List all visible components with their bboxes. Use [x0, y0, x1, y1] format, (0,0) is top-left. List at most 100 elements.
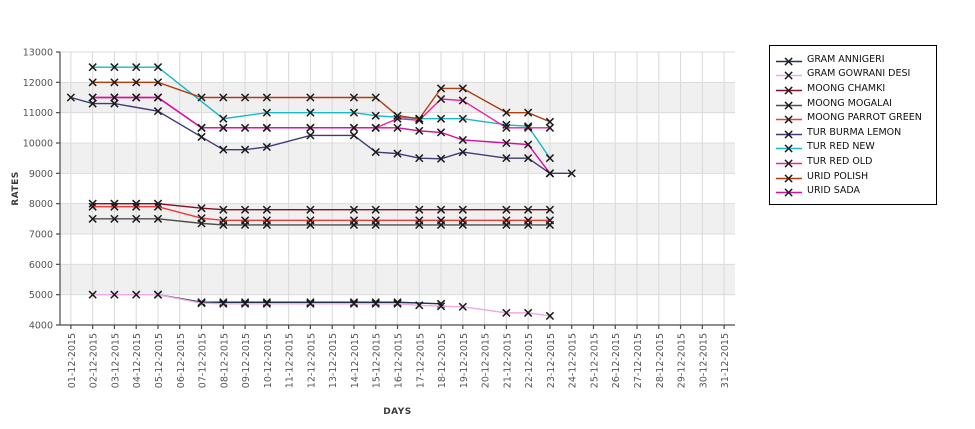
legend-item-moong-mogalai[interactable]: MOONG MOGALAI	[776, 96, 928, 111]
data-point-marker	[197, 132, 206, 142]
x-tick-label: 20-12-2015	[481, 333, 492, 388]
legend-swatch-icon	[776, 97, 802, 110]
x-tick-label: 27-12-2015	[633, 333, 644, 388]
data-point-marker	[306, 123, 315, 132]
legend-item-gram-gowrani-desi[interactable]: GRAM GOWRANI DESI	[776, 67, 928, 82]
x-tick-label: 23-12-2015	[546, 333, 557, 388]
series-moong-chamki	[88, 199, 555, 214]
legend-item-tur-burma-lemon[interactable]: TUR BURMA LEMON	[776, 125, 928, 140]
data-point-marker	[524, 205, 533, 214]
y-tick-label: 8000	[29, 199, 53, 210]
x-tick-label: 19-12-2015	[459, 333, 470, 388]
legend-swatch-icon	[776, 111, 802, 124]
legend-item-tur-red-new[interactable]: TUR RED NEW	[776, 140, 928, 155]
legend-item-label: MOONG CHAMKI	[807, 82, 886, 94]
data-point-marker	[153, 63, 163, 72]
data-point-marker	[436, 302, 446, 311]
data-point-marker	[219, 145, 228, 154]
data-point-marker	[219, 299, 228, 308]
data-point-marker	[458, 302, 467, 311]
data-point-marker	[371, 205, 380, 214]
legend-item-urid-polish[interactable]: URID POLISH	[776, 169, 928, 184]
data-point-marker	[88, 93, 97, 102]
data-point-marker	[502, 138, 511, 148]
data-point-marker	[110, 78, 119, 87]
data-point-marker	[502, 205, 511, 214]
legend-item-label: URID SADA	[807, 185, 861, 197]
data-point-marker	[132, 214, 141, 223]
legend-swatch-icon	[776, 67, 802, 81]
data-point-marker	[436, 216, 446, 225]
series-tur-burma-lemon	[66, 93, 576, 178]
data-point-marker	[393, 299, 402, 308]
series-moong-parrot-green	[88, 202, 555, 225]
data-point-marker	[415, 216, 424, 225]
data-point-marker	[66, 93, 76, 102]
data-point-marker	[110, 99, 119, 108]
y-tick-label: 13000	[23, 48, 53, 59]
data-point-marker	[88, 202, 97, 211]
data-point-marker	[197, 299, 206, 308]
data-point-marker	[502, 308, 511, 317]
data-point-marker	[524, 216, 533, 225]
x-tick-label: 04-12-2015	[132, 333, 143, 388]
data-point-marker	[393, 123, 402, 132]
data-point-marker	[262, 93, 271, 102]
legend-swatch-icon	[776, 140, 802, 153]
x-tick-label: 16-12-2015	[394, 333, 405, 388]
data-point-marker	[436, 84, 446, 93]
data-point-marker	[153, 202, 163, 211]
data-point-marker	[88, 99, 97, 108]
y-tick-label: 4000	[29, 321, 53, 332]
x-tick-label: 24-12-2015	[568, 333, 579, 388]
series-urid-polish	[88, 78, 555, 126]
legend-item-moong-parrot-green[interactable]: MOONG PARROT GREEN	[776, 110, 928, 125]
data-point-marker	[415, 114, 424, 123]
data-point-marker	[240, 216, 250, 225]
data-point-marker	[240, 145, 250, 154]
x-tick-label: 28-12-2015	[655, 333, 666, 388]
data-point-marker	[545, 117, 555, 126]
x-tick-label: 22-12-2015	[524, 333, 535, 388]
data-point-marker	[502, 154, 511, 163]
y-tick-label: 12000	[23, 78, 53, 89]
data-point-marker	[524, 123, 533, 132]
x-axis-ticks: 01-12-2015 02-12-2015 03-12-2015 04-12-2015…	[67, 325, 731, 388]
data-point-marker	[153, 93, 163, 102]
data-point-marker	[545, 154, 555, 163]
legend-item-label: GRAM GOWRANI DESI	[807, 68, 911, 80]
data-point-marker	[371, 216, 380, 225]
data-point-marker	[262, 205, 271, 214]
legend-swatch-icon	[776, 126, 802, 139]
legend-item-moong-chamki[interactable]: MOONG CHAMKI	[776, 81, 928, 96]
data-point-marker	[240, 298, 250, 307]
data-point-marker	[88, 78, 97, 87]
data-point-marker	[240, 123, 250, 132]
plot-canvas: 4000 5000 6000 7000 8000 9000 10000 11000 12000 1…	[11, 48, 735, 417]
data-point-marker	[132, 290, 141, 299]
data-point-marker	[110, 290, 119, 299]
legend-item-gram-annigeri[interactable]: GRAM ANNIGERI	[776, 52, 928, 67]
data-point-marker	[436, 205, 446, 214]
y-axis-title: RATES	[11, 171, 21, 205]
legend-swatch-icon	[776, 184, 802, 197]
data-point-marker	[502, 123, 511, 132]
data-point-marker	[219, 216, 228, 225]
data-point-marker	[262, 142, 271, 152]
x-tick-label: 14-12-2015	[350, 333, 361, 388]
data-point-marker	[262, 216, 271, 225]
data-point-marker	[371, 299, 380, 308]
legend-item-tur-red-old[interactable]: TUR RED OLD	[776, 154, 928, 169]
x-tick-label: 30-12-2015	[698, 333, 709, 388]
data-point-marker	[110, 93, 119, 102]
data-point-marker	[306, 108, 315, 117]
data-point-marker	[219, 93, 228, 102]
x-tick-label: 15-12-2015	[372, 333, 383, 388]
x-tick-label: 31-12-2015	[720, 333, 731, 388]
x-tick-label: 11-12-2015	[285, 333, 296, 388]
data-point-marker	[545, 216, 555, 225]
legend-item-urid-sada[interactable]: URID SADA	[776, 183, 928, 198]
data-point-marker	[132, 202, 141, 211]
legend-swatch-icon	[776, 82, 802, 95]
data-point-marker	[306, 216, 315, 225]
